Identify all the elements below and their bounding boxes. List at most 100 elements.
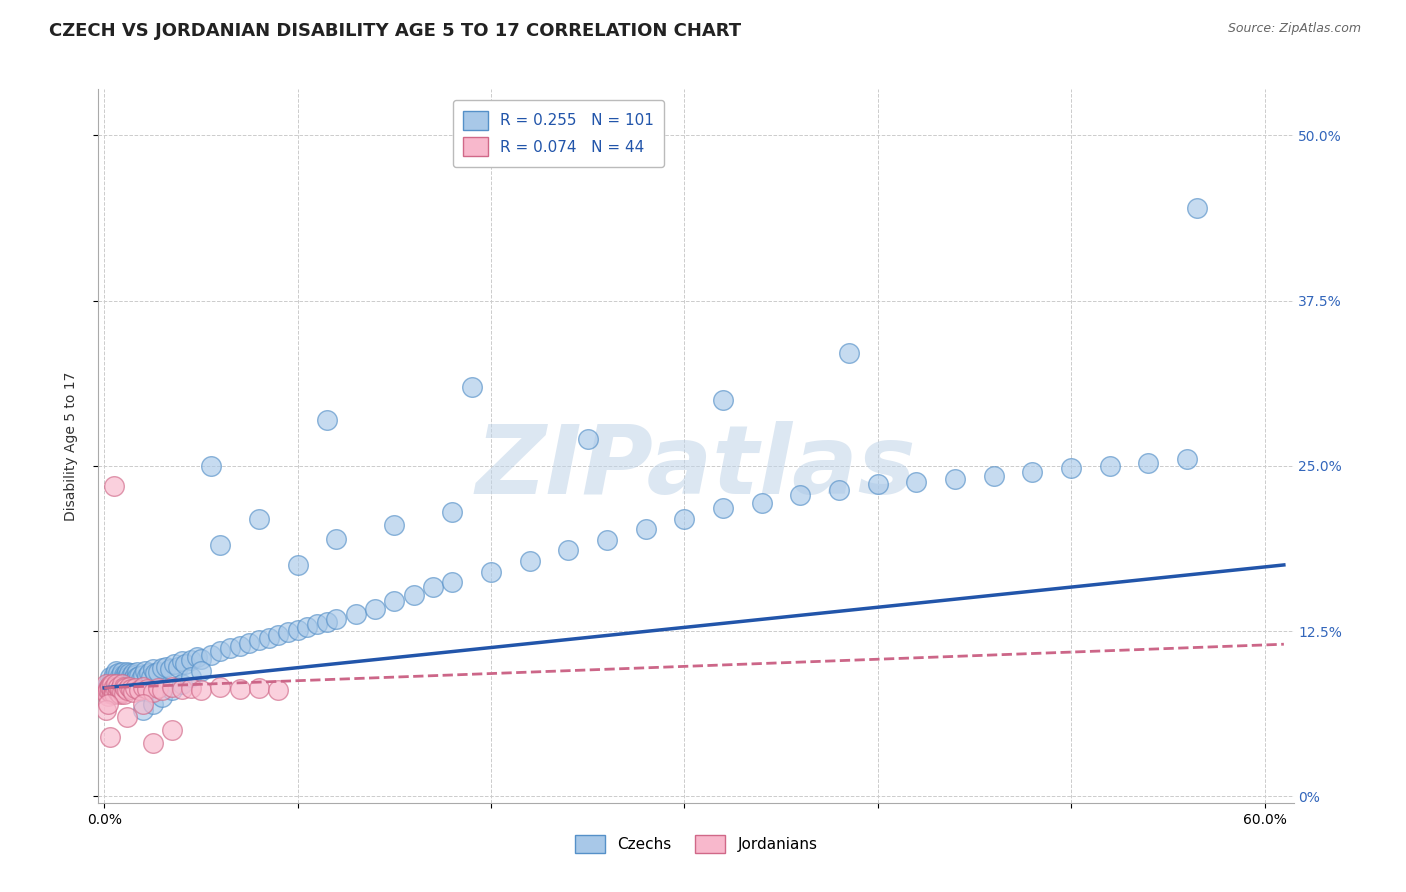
Point bbox=[135, 669, 157, 683]
Point bbox=[983, 469, 1005, 483]
Point bbox=[104, 664, 127, 678]
Point bbox=[97, 677, 120, 691]
Point bbox=[209, 680, 232, 694]
Point bbox=[129, 672, 152, 686]
Point bbox=[96, 677, 118, 691]
Point bbox=[108, 682, 131, 697]
Point bbox=[190, 652, 212, 666]
Point bbox=[148, 665, 170, 679]
Point bbox=[441, 505, 464, 519]
Point bbox=[96, 703, 118, 717]
Point bbox=[96, 686, 118, 700]
Text: ZIPatlas: ZIPatlas bbox=[475, 421, 917, 514]
Point bbox=[364, 601, 387, 615]
Point bbox=[122, 666, 145, 681]
Point bbox=[111, 677, 134, 691]
Point bbox=[134, 664, 156, 678]
Point bbox=[634, 522, 657, 536]
Point bbox=[107, 685, 129, 699]
Point bbox=[132, 667, 155, 681]
Point bbox=[1098, 458, 1121, 473]
Point bbox=[1021, 466, 1043, 480]
Point bbox=[101, 688, 124, 702]
Point bbox=[422, 581, 444, 595]
Point bbox=[132, 680, 155, 694]
Point bbox=[257, 631, 280, 645]
Point bbox=[287, 558, 309, 572]
Point bbox=[132, 697, 155, 711]
Point bbox=[596, 533, 619, 547]
Point bbox=[114, 674, 136, 689]
Point bbox=[112, 672, 135, 686]
Point bbox=[97, 683, 120, 698]
Point bbox=[101, 682, 124, 697]
Point bbox=[344, 607, 367, 621]
Point bbox=[108, 677, 131, 691]
Point bbox=[267, 683, 290, 698]
Point bbox=[122, 672, 145, 686]
Point bbox=[673, 511, 696, 525]
Point bbox=[557, 543, 579, 558]
Point bbox=[402, 588, 425, 602]
Point bbox=[120, 682, 142, 697]
Point bbox=[238, 636, 260, 650]
Point bbox=[159, 662, 181, 676]
Point bbox=[112, 680, 135, 694]
Point bbox=[180, 670, 202, 684]
Point bbox=[247, 681, 270, 695]
Point bbox=[711, 501, 734, 516]
Point bbox=[97, 689, 120, 703]
Point bbox=[519, 554, 541, 568]
Point bbox=[103, 667, 125, 681]
Point bbox=[287, 623, 309, 637]
Point bbox=[325, 532, 347, 546]
Point bbox=[150, 683, 173, 698]
Point bbox=[97, 697, 120, 711]
Point bbox=[135, 682, 157, 697]
Point bbox=[103, 478, 125, 492]
Point bbox=[200, 458, 222, 473]
Point bbox=[112, 675, 135, 690]
Point bbox=[160, 723, 183, 738]
Point bbox=[104, 677, 127, 691]
Point bbox=[305, 617, 328, 632]
Point bbox=[228, 682, 250, 697]
Point bbox=[180, 653, 202, 667]
Point bbox=[576, 433, 599, 447]
Point bbox=[101, 677, 124, 691]
Point bbox=[107, 674, 129, 689]
Point bbox=[139, 670, 162, 684]
Point bbox=[1175, 452, 1198, 467]
Point bbox=[1137, 456, 1160, 470]
Point bbox=[166, 659, 188, 673]
Point bbox=[142, 662, 165, 676]
Point bbox=[180, 681, 202, 695]
Point bbox=[108, 669, 131, 683]
Point bbox=[118, 666, 141, 681]
Point bbox=[98, 678, 121, 692]
Point bbox=[247, 511, 270, 525]
Point bbox=[315, 615, 337, 629]
Point bbox=[325, 612, 347, 626]
Point bbox=[143, 666, 166, 681]
Point bbox=[170, 677, 193, 691]
Point bbox=[120, 674, 142, 689]
Point bbox=[190, 683, 212, 698]
Point bbox=[101, 673, 124, 687]
Point bbox=[160, 683, 183, 698]
Point bbox=[98, 670, 121, 684]
Point bbox=[209, 644, 232, 658]
Point bbox=[107, 680, 129, 694]
Point bbox=[128, 683, 150, 698]
Point bbox=[98, 685, 121, 699]
Point bbox=[441, 575, 464, 590]
Point bbox=[112, 667, 135, 681]
Point bbox=[190, 664, 212, 678]
Point bbox=[382, 593, 405, 607]
Point bbox=[118, 680, 141, 694]
Point bbox=[103, 680, 125, 694]
Point bbox=[124, 667, 146, 681]
Legend: Czechs, Jordanians: Czechs, Jordanians bbox=[568, 829, 824, 859]
Point bbox=[107, 666, 129, 681]
Point bbox=[209, 538, 232, 552]
